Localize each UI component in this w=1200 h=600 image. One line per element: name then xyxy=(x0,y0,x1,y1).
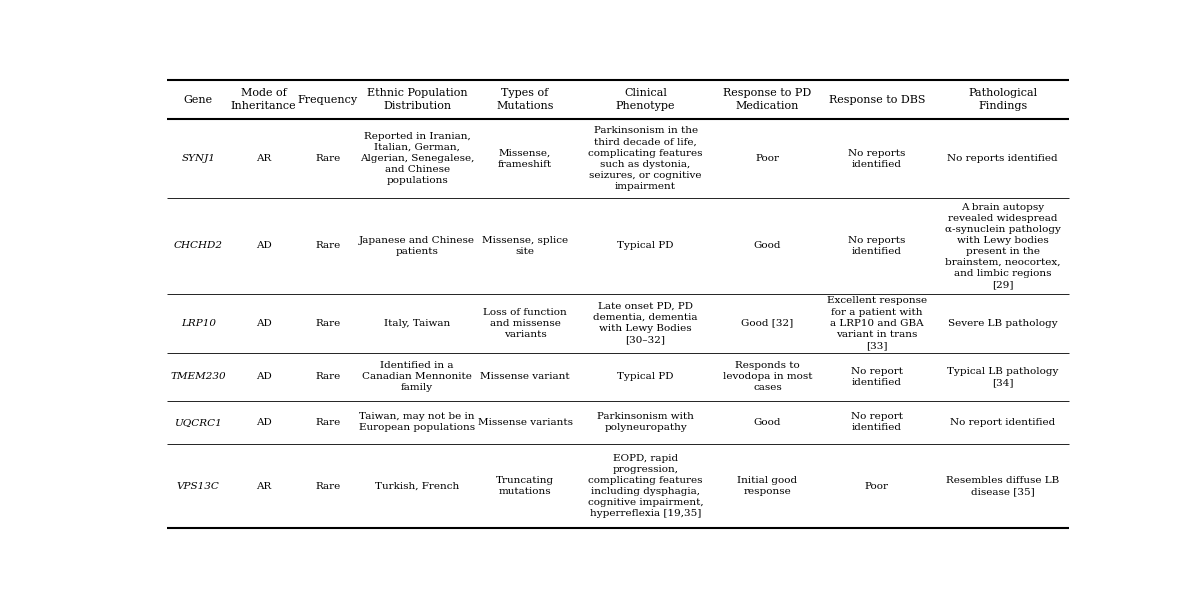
Text: Severe LB pathology: Severe LB pathology xyxy=(948,319,1057,328)
Text: A brain autopsy
revealed widespread
α-synuclein pathology
with Lewy bodies
prese: A brain autopsy revealed widespread α-sy… xyxy=(944,203,1061,289)
Text: Identified in a
Canadian Mennonite
family: Identified in a Canadian Mennonite famil… xyxy=(362,361,472,392)
Text: Response to PD
Medication: Response to PD Medication xyxy=(724,88,811,111)
Text: Response to DBS: Response to DBS xyxy=(829,95,925,104)
Text: No report
identified: No report identified xyxy=(851,412,902,433)
Text: Types of
Mutations: Types of Mutations xyxy=(497,88,554,111)
Text: Poor: Poor xyxy=(865,482,889,491)
Text: AD: AD xyxy=(256,241,271,250)
Text: Japanese and Chinese
patients: Japanese and Chinese patients xyxy=(359,236,475,256)
Text: Clinical
Phenotype: Clinical Phenotype xyxy=(616,88,676,111)
Text: AD: AD xyxy=(256,418,271,427)
Text: Responds to
levodopa in most
cases: Responds to levodopa in most cases xyxy=(722,361,812,392)
Text: Parkinsonism with
polyneuropathy: Parkinsonism with polyneuropathy xyxy=(598,412,694,433)
Text: Loss of function
and missense
variants: Loss of function and missense variants xyxy=(484,308,566,339)
Text: Typical LB pathology
[34]: Typical LB pathology [34] xyxy=(947,367,1058,387)
Text: VPS13C: VPS13C xyxy=(176,482,220,491)
Text: Gene: Gene xyxy=(184,95,212,104)
Text: AD: AD xyxy=(256,372,271,381)
Text: Turkish, French: Turkish, French xyxy=(374,482,460,491)
Text: Good: Good xyxy=(754,241,781,250)
Text: Rare: Rare xyxy=(314,418,341,427)
Text: No reports
identified: No reports identified xyxy=(848,236,906,256)
Text: UQCRC1: UQCRC1 xyxy=(174,418,222,427)
Text: TMEM230: TMEM230 xyxy=(170,372,226,381)
Text: Pathological
Findings: Pathological Findings xyxy=(968,88,1037,111)
Text: No reports identified: No reports identified xyxy=(947,154,1058,163)
Text: Truncating
mutations: Truncating mutations xyxy=(496,476,554,496)
Text: Missense variant: Missense variant xyxy=(480,372,570,381)
Text: Missense,
frameshift: Missense, frameshift xyxy=(498,149,552,169)
Text: Frequency: Frequency xyxy=(298,95,358,104)
Text: Rare: Rare xyxy=(314,241,341,250)
Text: Parkinsonism in the
third decade of life,
complicating features
such as dystonia: Parkinsonism in the third decade of life… xyxy=(588,127,703,191)
Text: Taiwan, may not be in
European populations: Taiwan, may not be in European populatio… xyxy=(359,412,475,433)
Text: Rare: Rare xyxy=(314,154,341,163)
Text: Excellent response
for a patient with
a LRP10 and GBA
variant in trans
[33]: Excellent response for a patient with a … xyxy=(827,296,926,350)
Text: Resembles diffuse LB
disease [35]: Resembles diffuse LB disease [35] xyxy=(946,476,1060,496)
Text: Rare: Rare xyxy=(314,319,341,328)
Text: AR: AR xyxy=(256,154,271,163)
Text: Initial good
response: Initial good response xyxy=(738,476,798,496)
Text: Typical PD: Typical PD xyxy=(617,372,674,381)
Text: Late onset PD, PD
dementia, dementia
with Lewy Bodies
[30–32]: Late onset PD, PD dementia, dementia wit… xyxy=(593,302,698,344)
Text: LRP10: LRP10 xyxy=(181,319,216,328)
Text: Mode of
Inheritance: Mode of Inheritance xyxy=(230,88,296,111)
Text: AR: AR xyxy=(256,482,271,491)
Text: Rare: Rare xyxy=(314,372,341,381)
Text: No reports
identified: No reports identified xyxy=(848,149,906,169)
Text: AD: AD xyxy=(256,319,271,328)
Text: Typical PD: Typical PD xyxy=(617,241,674,250)
Text: Good: Good xyxy=(754,418,781,427)
Text: Poor: Poor xyxy=(756,154,780,163)
Text: Reported in Iranian,
Italian, German,
Algerian, Senegalese,
and Chinese
populati: Reported in Iranian, Italian, German, Al… xyxy=(360,132,474,185)
Text: SYNJ1: SYNJ1 xyxy=(181,154,215,163)
Text: Italy, Taiwan: Italy, Taiwan xyxy=(384,319,450,328)
Text: Rare: Rare xyxy=(314,482,341,491)
Text: No report
identified: No report identified xyxy=(851,367,902,387)
Text: EOPD, rapid
progression,
complicating features
including dysphagia,
cognitive im: EOPD, rapid progression, complicating fe… xyxy=(588,454,703,518)
Text: Good [32]: Good [32] xyxy=(742,319,793,328)
Text: Ethnic Population
Distribution: Ethnic Population Distribution xyxy=(367,88,467,111)
Text: Missense variants: Missense variants xyxy=(478,418,572,427)
Text: CHCHD2: CHCHD2 xyxy=(174,241,223,250)
Text: No report identified: No report identified xyxy=(950,418,1055,427)
Text: Missense, splice
site: Missense, splice site xyxy=(482,236,568,256)
